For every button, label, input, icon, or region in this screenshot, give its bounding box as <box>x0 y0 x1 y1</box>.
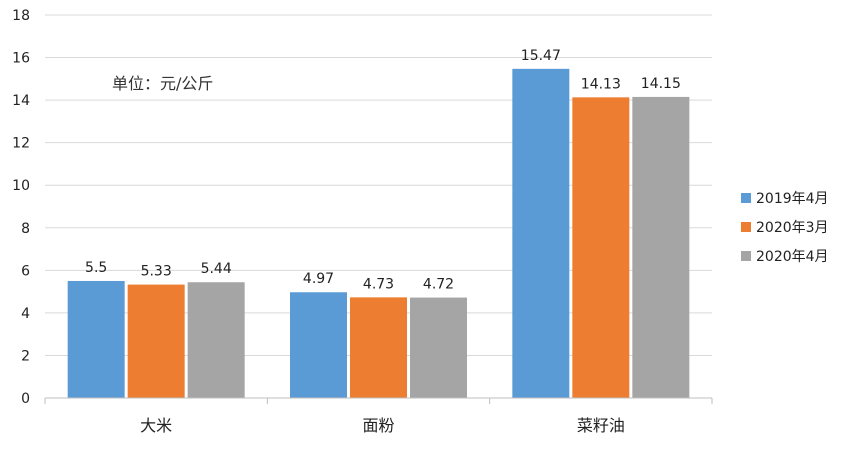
y-tick-label: 4 <box>21 306 30 322</box>
x-axis: 大米 面粉 菜籽油 <box>44 397 713 435</box>
legend-label: 2020年3月 <box>756 220 829 236</box>
data-label: 4.97 <box>303 271 334 287</box>
legend-label: 2020年4月 <box>756 249 829 265</box>
y-tick-label: 14 <box>12 93 30 109</box>
y-tick-label: 2 <box>21 348 30 364</box>
bar-面粉-2020年3月 <box>350 297 407 398</box>
y-tick-label: 8 <box>21 221 30 237</box>
bar-大米-2020年3月 <box>127 284 185 398</box>
bar-菜籽油-2020年4月 <box>632 96 690 399</box>
legend-swatch <box>741 193 751 203</box>
legend-swatch <box>741 222 751 232</box>
category-label: 菜籽油 <box>577 416 625 435</box>
y-axis-ticks: 0 2 4 6 8 10 12 14 16 18 <box>12 8 30 407</box>
bar-面粉-2020年4月 <box>410 297 467 398</box>
y-tick-label: 10 <box>12 178 30 194</box>
data-label: 14.15 <box>641 76 681 92</box>
data-label: 4.72 <box>423 277 454 293</box>
data-label: 14.13 <box>581 76 621 92</box>
data-label: 5.5 <box>85 260 107 276</box>
legend: 2019年4月 2020年3月 2020年4月 <box>741 191 829 265</box>
unit-note: 单位：元/公斤 <box>112 74 213 93</box>
bar-大米-2019年4月 <box>67 280 125 398</box>
data-label: 4.73 <box>363 276 394 292</box>
y-tick-label: 16 <box>12 51 30 67</box>
legend-swatch <box>741 251 751 261</box>
data-labels: 5.5 5.33 5.44 4.97 4.73 4.72 15.47 14.13 14.15 <box>85 48 681 293</box>
data-label: 5.44 <box>201 261 232 277</box>
category-label: 面粉 <box>362 416 394 435</box>
y-tick-label: 0 <box>21 391 30 407</box>
legend-label: 2019年4月 <box>756 191 829 207</box>
bar-面粉-2019年4月 <box>290 292 347 398</box>
y-tick-label: 12 <box>12 136 30 152</box>
y-tick-label: 18 <box>12 8 30 24</box>
y-tick-label: 6 <box>21 263 30 279</box>
bar-菜籽油-2020年3月 <box>572 97 630 398</box>
bar-菜籽油-2019年4月 <box>512 68 570 399</box>
data-label: 5.33 <box>141 264 172 280</box>
bars <box>67 68 690 399</box>
category-label: 大米 <box>140 416 172 435</box>
bar-大米-2020年4月 <box>187 282 245 398</box>
data-label: 15.47 <box>521 48 561 64</box>
